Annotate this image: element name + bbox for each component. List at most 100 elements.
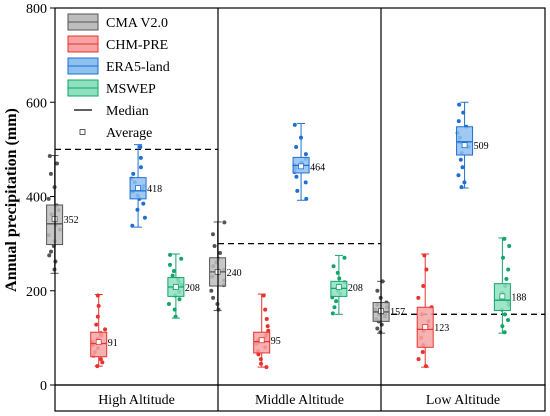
axes-layer: 0 200 400 600 800 High Altitude Middle Altitud… (26, 2, 500, 408)
data-point (342, 255, 347, 260)
data-point (47, 153, 52, 158)
category-label: Middle Altitude (255, 393, 344, 408)
y-tick-label: 400 (26, 191, 47, 206)
category-strip (54, 384, 546, 412)
data-point (331, 264, 336, 269)
data-point (332, 305, 337, 310)
data-point (166, 301, 171, 306)
data-point (103, 327, 108, 332)
mean-label: 352 (64, 215, 79, 226)
data-point (460, 165, 465, 170)
data-point (55, 161, 60, 166)
data-point (46, 196, 51, 201)
data-point (504, 276, 509, 281)
data-point (456, 119, 461, 124)
data-point (303, 180, 308, 185)
data-point (375, 326, 380, 331)
data-point (222, 220, 227, 225)
mean-label: 240 (227, 268, 242, 279)
data-point (334, 299, 339, 304)
mean-marker (172, 284, 179, 290)
legend-average-marker (79, 129, 86, 135)
data-point (179, 256, 184, 261)
mean-label: 208 (185, 283, 200, 294)
data-point (421, 284, 426, 289)
data-point (304, 196, 309, 201)
data-point (212, 243, 217, 248)
mean-marker (461, 142, 468, 149)
mean-label: 464 (310, 162, 325, 173)
data-point (416, 295, 421, 300)
data-point (135, 207, 140, 212)
data-point (502, 312, 507, 317)
data-point (141, 201, 146, 206)
data-point (506, 267, 511, 272)
mean-label: 95 (271, 336, 281, 347)
data-point (294, 174, 299, 179)
data-point (94, 322, 99, 327)
mean-labels: 352 240 157 91 95 123 418 464 509 208 208 188 (64, 141, 527, 349)
data-point (130, 223, 135, 228)
mean-marker (298, 163, 304, 170)
data-point (379, 322, 384, 327)
mean-marker (335, 284, 342, 290)
reference-lines (55, 148, 545, 315)
y-tick-label: 600 (26, 96, 47, 111)
data-point (47, 253, 52, 258)
data-point (264, 365, 269, 370)
data-point (375, 288, 380, 293)
data-point (259, 361, 264, 366)
data-point (295, 188, 300, 193)
mean-label: 188 (511, 292, 526, 303)
data-point (258, 357, 263, 362)
data-point (264, 317, 269, 322)
mean-label: 208 (348, 283, 363, 294)
data-point (330, 311, 335, 316)
mean-marker (422, 324, 429, 330)
data-point (167, 262, 172, 267)
data-point (131, 171, 136, 176)
plot-frame (54, 7, 546, 412)
data-point (48, 171, 53, 176)
data-point (138, 155, 143, 160)
data-point (138, 165, 143, 170)
mean-marker (258, 337, 265, 344)
data-point (420, 350, 425, 355)
boxes (46, 101, 511, 368)
data-point (142, 215, 147, 220)
data-point (292, 122, 297, 127)
y-tick-label: 800 (26, 2, 47, 17)
mean-label: 123 (434, 323, 449, 334)
data-point (456, 173, 461, 178)
y-tick-label: 200 (26, 285, 47, 300)
mean-marker (95, 339, 102, 346)
data-point (458, 157, 463, 162)
data-point (218, 251, 223, 256)
data-point (95, 314, 100, 319)
category-label: Low Altitude (426, 393, 500, 408)
data-point (457, 102, 462, 107)
data-point (416, 357, 421, 362)
legend-label: CHM-PRE (106, 38, 168, 53)
data-point (303, 152, 308, 157)
mean-label: 91 (108, 338, 118, 349)
legend-label: CMA V2.0 (106, 16, 168, 31)
data-point (168, 252, 173, 257)
data-point (177, 297, 182, 302)
y-tick-label: 0 (40, 379, 47, 394)
data-point (171, 268, 176, 273)
mean-marker (499, 293, 506, 300)
mean-label: 509 (474, 141, 489, 152)
data-point (210, 232, 215, 237)
mean-label: 157 (390, 307, 405, 318)
data-point (98, 357, 103, 362)
data-point (506, 317, 511, 322)
data-point (170, 273, 175, 278)
legend: CMA V2.0 CHM-PRE ERA5-land MSWEP Median Avera… (67, 13, 170, 141)
legend-median-label: Median (106, 104, 149, 119)
data-point (501, 255, 506, 260)
data-point (294, 145, 299, 150)
data-point (263, 307, 268, 312)
legend-label: MSWEP (106, 82, 156, 97)
